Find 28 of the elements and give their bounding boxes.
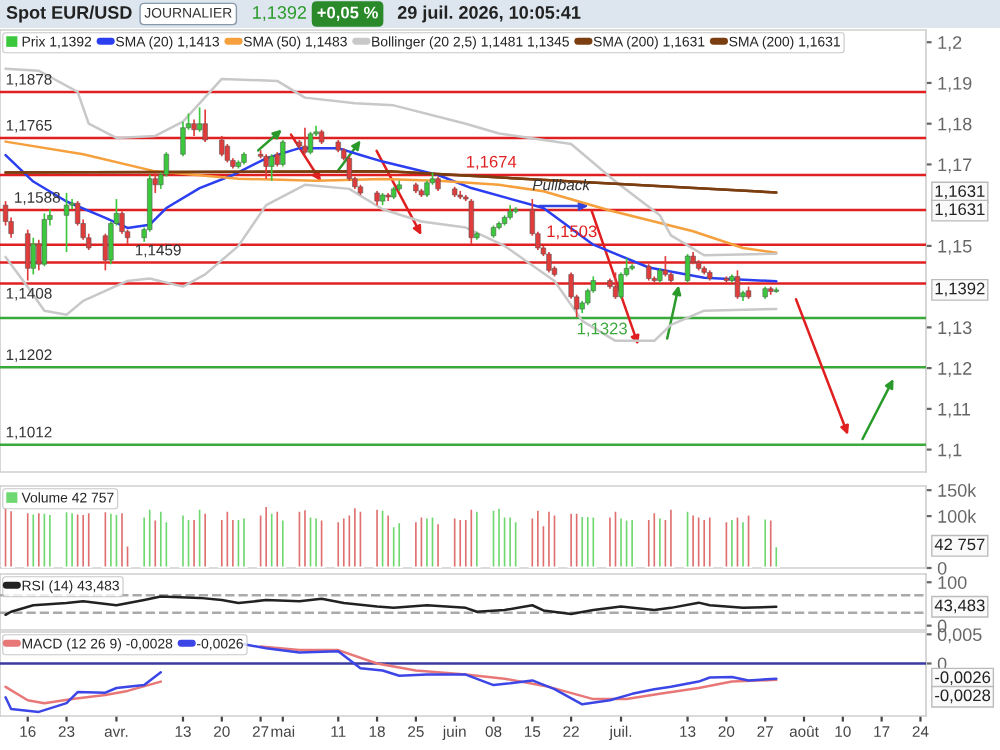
y-tick-label: 100 bbox=[938, 576, 967, 589]
text: -0,0028 bbox=[935, 689, 991, 704]
text: 29 juil. 2026, 10:05:41 bbox=[397, 5, 581, 23]
y-tick-label: 1,1 bbox=[938, 443, 962, 459]
annotation: 1,1631 bbox=[935, 185, 985, 199]
y-tick-label: 1,12 bbox=[938, 362, 972, 377]
y-tick-label: 150k bbox=[938, 483, 977, 497]
annotation: 43,483 bbox=[934, 599, 985, 614]
y-tick-label: 1,13 bbox=[938, 321, 972, 337]
y-tick-label: 0 bbox=[937, 619, 947, 633]
chart-title: Spot EUR/USD bbox=[6, 5, 132, 23]
y-tick-label: 1,18 bbox=[938, 117, 972, 133]
y-tick-label: 1,15 bbox=[938, 240, 972, 255]
annotation: 1,1674 bbox=[467, 155, 517, 170]
y-tick-label: 1,2 bbox=[938, 36, 962, 52]
y-tick-label: 1,19 bbox=[938, 76, 972, 92]
annotation: 1,1323 bbox=[577, 322, 627, 337]
y-tick-label: 1,11 bbox=[938, 402, 971, 418]
y-tick-label: 0 bbox=[937, 561, 947, 575]
annotation: 1,1392 bbox=[935, 282, 985, 297]
y-tick-label: 100k bbox=[938, 509, 977, 523]
annotation: 42 757 bbox=[934, 538, 985, 551]
text: +0,05 % bbox=[317, 6, 378, 21]
text: 1,1631 bbox=[935, 203, 985, 218]
annotation: -0,0026 bbox=[935, 671, 991, 686]
y-tick-label: 0,005 bbox=[937, 628, 982, 644]
y-tick-label: 1,17 bbox=[938, 158, 972, 174]
text: 1,1392 bbox=[253, 6, 307, 21]
